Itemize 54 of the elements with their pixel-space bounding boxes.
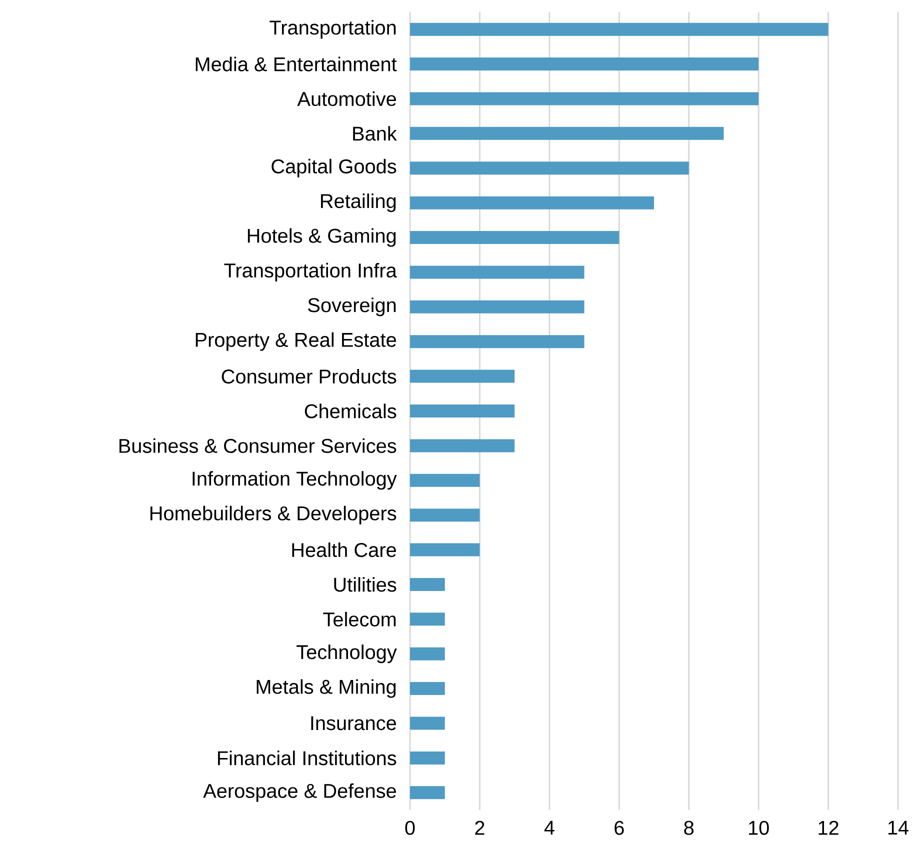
y-tick-label: Media & Entertainment (196, 56, 397, 72)
x-tick-label: 6 (614, 820, 624, 835)
y-tick-label: Capital Goods (272, 158, 396, 178)
y-tick-label: Bank (353, 126, 397, 141)
bar (410, 370, 515, 383)
bar (410, 682, 445, 696)
bar (410, 543, 480, 556)
bar (410, 231, 620, 244)
y-tick-label: Insurance (311, 716, 396, 730)
bar (410, 578, 445, 591)
y-tick-label: Sovereign (308, 298, 396, 316)
x-tick-label: 2 (475, 820, 484, 835)
bar (410, 474, 480, 487)
y-tick-label: Homebuilders & Developers (150, 506, 396, 524)
y-tick-label: Information Technology (192, 471, 397, 490)
bar (410, 22, 828, 36)
bar (410, 404, 515, 418)
y-tick-label: Automotive (297, 91, 396, 106)
bar (410, 612, 445, 626)
bar (410, 300, 584, 314)
y-tick-label: Telecom (323, 612, 396, 626)
bar (410, 786, 445, 800)
bar (410, 126, 724, 140)
y-tick-label: Transportation Infra (224, 262, 397, 282)
y-tick-label: Health Care (292, 542, 396, 558)
y-tick-label: Chemicals (304, 404, 396, 418)
x-tick-label: 0 (405, 820, 415, 835)
x-tick-label: 8 (684, 820, 694, 835)
y-tick-label: Aerospace & Defense (203, 783, 396, 802)
bar (410, 162, 689, 175)
bar (410, 647, 445, 660)
bar (410, 266, 584, 279)
x-tick-label: 4 (544, 820, 554, 835)
y-tick-label: Metals & Mining (256, 679, 396, 698)
y-tick-label: Financial Institutions (218, 750, 396, 766)
bar (410, 92, 759, 106)
y-tick-label: Retailing (321, 194, 396, 212)
x-tick-label: 14 (888, 820, 909, 835)
bar (410, 335, 584, 348)
y-tick-label: Transportation (270, 20, 396, 39)
x-tick-label: 10 (749, 820, 769, 835)
bar (410, 196, 654, 210)
y-tick-label: Technology (296, 644, 397, 664)
y-tick-label: Utilities (334, 577, 396, 592)
bar (410, 751, 445, 764)
bar (410, 508, 480, 522)
bar (410, 58, 759, 71)
y-tick-label: Business & Consumer Services (119, 438, 396, 453)
y-tick-label: Property & Real Estate (196, 332, 396, 351)
bar (410, 716, 445, 730)
x-tick-label: 12 (818, 820, 838, 835)
y-tick-label: Hotels & Gaming (248, 228, 396, 247)
bar (410, 439, 515, 452)
y-tick-label: Consumer Products (222, 368, 396, 384)
